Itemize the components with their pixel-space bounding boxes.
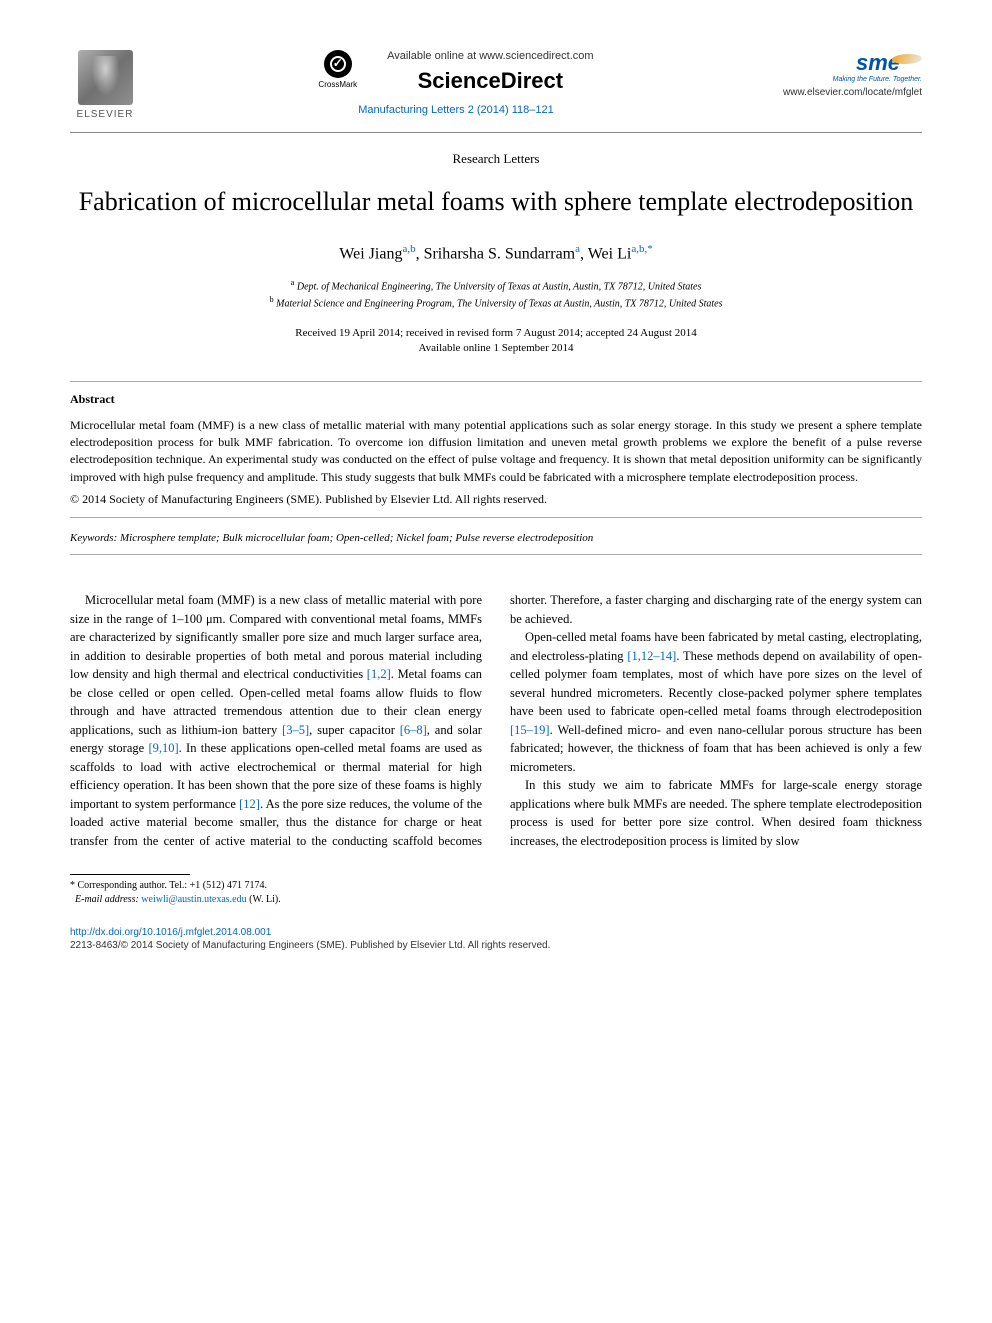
citation-link[interactable]: [12] — [239, 797, 260, 811]
corresponding-text: Corresponding author. Tel.: +1 (512) 471… — [78, 880, 267, 891]
abstract-copyright: © 2014 Society of Manufacturing Engineer… — [70, 492, 922, 507]
header-rule — [70, 132, 922, 133]
body-paragraph-2: Open-celled metal foams have been fabric… — [510, 628, 922, 776]
corresponding-marker: * — [70, 880, 75, 891]
dates-online: Available online 1 September 2014 — [419, 342, 574, 354]
available-online-text: Available online at www.sciencedirect.co… — [387, 50, 593, 62]
elsevier-logo: ELSEVIER — [70, 50, 140, 120]
affil-b-sup: b — [269, 295, 273, 304]
affiliations: a Dept. of Mechanical Engineering, The U… — [70, 277, 922, 312]
keywords-text: Microsphere template; Bulk microcellular… — [120, 532, 593, 544]
article-type: Research Letters — [70, 151, 922, 167]
page-header: ELSEVIER CrossMark Available online at w… — [70, 50, 922, 120]
crossmark-label: CrossMark — [318, 80, 357, 89]
sme-tagline: Making the Future. Together. — [833, 76, 922, 83]
journal-locate-link[interactable]: www.elsevier.com/locate/mfglet — [772, 87, 922, 98]
author-3: Wei Li — [588, 245, 632, 262]
affiliation-b: Material Science and Engineering Program… — [276, 299, 722, 310]
citation-link[interactable]: [9,10] — [148, 741, 178, 755]
elsevier-label: ELSEVIER — [70, 109, 140, 120]
citation-link[interactable]: [3–5] — [282, 723, 309, 737]
abstract-heading: Abstract — [70, 392, 922, 407]
author-2-sup: a — [575, 243, 580, 255]
citation-link[interactable]: [15–19] — [510, 723, 550, 737]
sme-text: sme — [856, 50, 900, 75]
email-author: (W. Li). — [249, 894, 281, 905]
affiliation-a: Dept. of Mechanical Engineering, The Uni… — [297, 281, 702, 292]
body-columns: Microcellular metal foam (MMF) is a new … — [70, 591, 922, 850]
keywords-rule — [70, 554, 922, 555]
email-label: E-mail address: — [75, 894, 139, 905]
keywords-line: Keywords: Microsphere template; Bulk mic… — [70, 532, 922, 544]
citation-link[interactable]: [6–8] — [400, 723, 427, 737]
corresponding-email-link[interactable]: weiwli@austin.utexas.edu — [141, 894, 246, 905]
footnote-rule — [70, 874, 190, 875]
article-title: Fabrication of microcellular metal foams… — [70, 185, 922, 219]
author-2: Sriharsha S. Sundarram — [424, 245, 576, 262]
doi-link[interactable]: http://dx.doi.org/10.1016/j.mfglet.2014.… — [70, 927, 922, 938]
sme-logo: sme Making the Future. Together. — [833, 50, 922, 83]
journal-reference[interactable]: Manufacturing Letters 2 (2014) 118–121 — [160, 104, 752, 116]
author-3-sup: a,b,* — [631, 243, 652, 255]
authors-line: Wei Jianga,b, Sriharsha S. Sundarrama, W… — [70, 243, 922, 263]
body-span: , super capacitor — [309, 723, 400, 737]
sciencedirect-logo: ScienceDirect — [387, 68, 593, 94]
crossmark-icon — [324, 50, 352, 78]
sme-swoosh-icon — [890, 54, 924, 64]
article-dates: Received 19 April 2014; received in revi… — [70, 326, 922, 357]
footnotes: * Corresponding author. Tel.: +1 (512) 4… — [70, 879, 922, 907]
author-1: Wei Jiang — [339, 245, 402, 262]
author-1-sup: a,b — [402, 243, 415, 255]
affil-a-sup: a — [291, 278, 295, 287]
center-header: CrossMark Available online at www.scienc… — [140, 50, 772, 116]
footer-copyright: 2213-8463/© 2014 Society of Manufacturin… — [70, 940, 922, 951]
abstract-bottom-rule — [70, 517, 922, 518]
sme-logo-block: sme Making the Future. Together. www.els… — [772, 50, 922, 98]
abstract-text: Microcellular metal foam (MMF) is a new … — [70, 417, 922, 487]
body-paragraph-3: In this study we aim to fabricate MMFs f… — [510, 776, 922, 850]
keywords-label: Keywords: — [70, 532, 117, 544]
elsevier-tree-icon — [78, 50, 133, 105]
abstract-top-rule — [70, 381, 922, 382]
dates-received: Received 19 April 2014; received in revi… — [295, 327, 696, 339]
body-span: . Well-defined micro- and even nano-cell… — [510, 723, 922, 774]
citation-link[interactable]: [1,2] — [367, 667, 391, 681]
crossmark-badge[interactable]: CrossMark — [318, 50, 357, 89]
citation-link[interactable]: [1,12–14] — [627, 649, 676, 663]
